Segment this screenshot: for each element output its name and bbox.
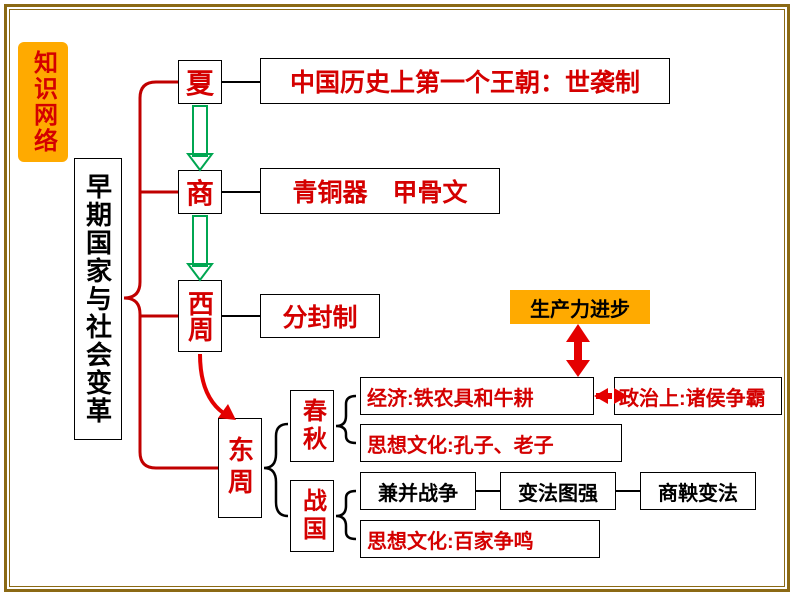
badge-title-text: 知识网络: [26, 50, 61, 154]
xizhou-desc-text: 分封制: [282, 298, 357, 334]
node-zhanguo-war: 兼并战争: [360, 472, 476, 510]
node-shang: 商: [178, 170, 222, 214]
connector-xizhou: [222, 315, 260, 317]
chunqiu-econ-text: 经济:铁农具和牛耕: [367, 382, 534, 411]
node-xizhou: 西周: [178, 280, 222, 352]
node-zhanguo-label: 战国: [295, 488, 330, 544]
chunqiu-thought-text: 思想文化:孔子、老子: [367, 429, 554, 458]
chunqiu-politics-text: 政治上:诸侯争霸: [619, 382, 766, 411]
node-zhanguo: 战国: [290, 480, 334, 552]
shang-desc-text: 青铜器 甲骨文: [292, 173, 467, 209]
productivity-badge: 生产力进步: [510, 290, 650, 324]
main-title-text: 早期国家与社会变革: [80, 173, 117, 425]
zhanguo-shangyang-text: 商鞅变法: [658, 477, 738, 506]
node-zhanguo-shangyang: 商鞅变法: [640, 472, 756, 510]
connector-zhanguo-2: [616, 490, 640, 492]
node-chunqiu-label: 春秋: [295, 398, 330, 454]
node-zhanguo-reform: 变法图强: [500, 472, 616, 510]
zhanguo-reform-text: 变法图强: [518, 477, 598, 506]
node-xizhou-label: 西周: [182, 290, 219, 342]
connector-shang: [222, 191, 260, 193]
node-chunqiu-econ: 经济:铁农具和牛耕: [360, 377, 594, 415]
badge-title: 知识网络: [18, 42, 68, 162]
node-xizhou-desc: 分封制: [260, 294, 380, 338]
node-shang-label: 商: [186, 172, 214, 212]
main-title-box: 早期国家与社会变革: [74, 158, 122, 440]
zhanguo-thought-text: 思想文化:百家争鸣: [367, 525, 534, 554]
node-xia-desc: 中国历史上第一个王朝：世袭制: [260, 58, 670, 104]
zhanguo-war-text: 兼并战争: [378, 477, 458, 506]
connector-xia: [222, 81, 260, 83]
node-shang-desc: 青铜器 甲骨文: [260, 168, 500, 214]
xia-desc-text: 中国历史上第一个王朝：世袭制: [290, 63, 640, 99]
node-chunqiu-politics: 政治上:诸侯争霸: [614, 377, 782, 415]
connector-zhanguo-1: [476, 490, 500, 492]
node-zhanguo-thought: 思想文化:百家争鸣: [360, 520, 600, 558]
node-chunqiu-thought: 思想文化:孔子、老子: [360, 424, 622, 462]
node-xia: 夏: [178, 60, 222, 104]
node-xia-label: 夏: [186, 62, 214, 102]
node-dongzhou-label: 东周: [222, 436, 259, 500]
node-dongzhou: 东周: [218, 418, 262, 518]
productivity-text: 生产力进步: [530, 293, 630, 322]
node-chunqiu: 春秋: [290, 390, 334, 462]
